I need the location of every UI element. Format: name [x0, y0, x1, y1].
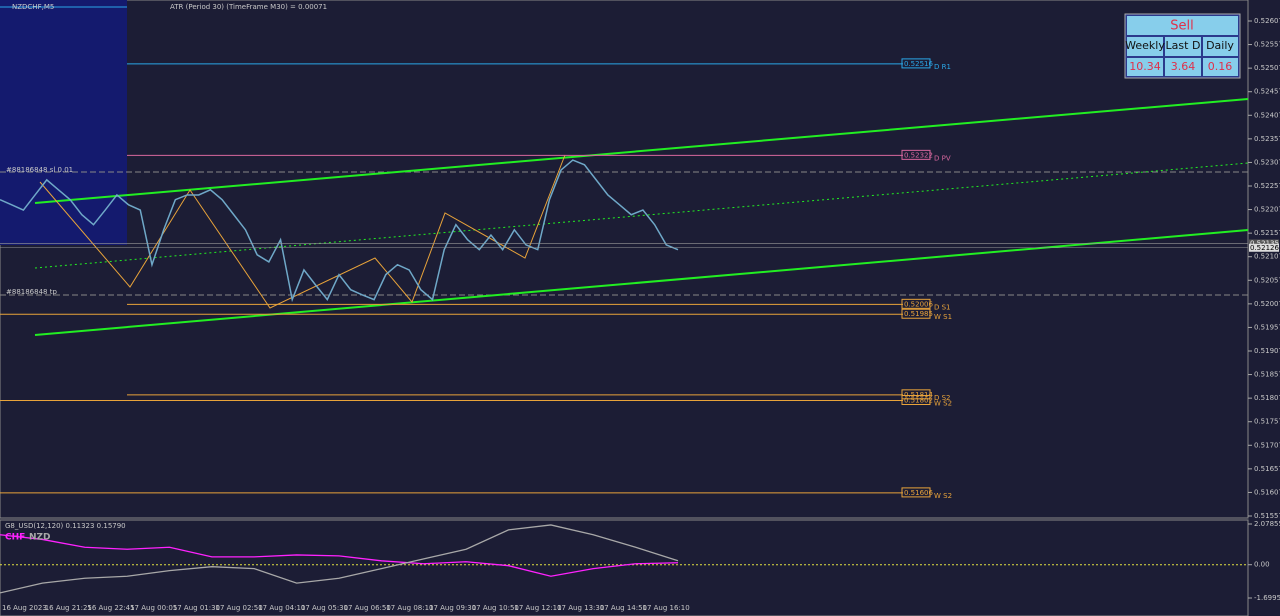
panel-value: 0.16: [1208, 60, 1233, 73]
indicator-window: [0, 519, 1249, 616]
pivot-value: 0.51606: [904, 489, 933, 497]
pivot-label: W S2: [934, 492, 952, 500]
legend-label: NZD: [29, 533, 51, 543]
atr-label: ATR (Period 30) (TimeFrame M30) = 0.0007…: [170, 3, 327, 11]
price-tag-label: 0.52135: [1250, 240, 1279, 248]
x-tick-label: 17 Aug 12:10: [514, 604, 561, 612]
x-tick-label: 17 Aug 10:50: [472, 604, 519, 612]
y-tick-label: 0.51607: [1254, 488, 1280, 496]
channel-upper: [34, 98, 1249, 204]
x-tick-label: 17 Aug 13:30: [557, 604, 604, 612]
osc-tick-label: 2.07855: [1254, 520, 1280, 528]
y-tick-label: 0.51657: [1254, 465, 1280, 473]
y-tick-label: 0.52457: [1254, 88, 1280, 96]
y-tick-label: 0.51907: [1254, 347, 1280, 355]
y-tick-label: 0.52307: [1254, 158, 1280, 166]
x-tick-label: 17 Aug 01:30: [173, 604, 220, 612]
panel-header: Weekly: [1125, 39, 1165, 52]
y-tick-label: 0.51857: [1254, 371, 1280, 379]
x-tick-label: 17 Aug 02:50: [216, 604, 263, 612]
x-tick-label: 17 Aug 06:50: [344, 604, 391, 612]
pivot-value: 0.52516: [904, 60, 933, 68]
panel-cell: [1127, 58, 1163, 76]
panel-value: 3.64: [1171, 60, 1196, 73]
price-line: [0, 159, 679, 303]
x-tick-label: 17 Aug 05:30: [301, 604, 348, 612]
x-tick-label: 16 Aug 2023: [2, 604, 47, 612]
panel-cell: [1203, 58, 1238, 76]
y-tick-label: 0.51957: [1254, 323, 1280, 331]
pivot-label: D S1: [934, 303, 951, 311]
panel-cell: [1203, 37, 1238, 56]
osc-tick-label: -1.69954: [1254, 594, 1280, 602]
y-tick-label: 0.52107: [1254, 253, 1280, 261]
y-tick-label: 0.51807: [1254, 394, 1280, 402]
y-tick-label: 0.52207: [1254, 206, 1280, 214]
pivot-value: 0.51802: [904, 397, 933, 405]
pivot-label: D S2: [934, 394, 951, 402]
panel-value: 10.34: [1129, 60, 1161, 73]
price-tag-label: 0.52126: [1250, 244, 1279, 252]
y-tick-label: 0.51757: [1254, 418, 1280, 426]
pivot-tag: [901, 58, 931, 69]
x-tick-label: 17 Aug 00:05: [130, 604, 177, 612]
panel-title: Sell: [1170, 19, 1193, 34]
panel-header: Daily: [1206, 39, 1234, 52]
panel-cell: [1127, 37, 1163, 56]
pivot-label: W S1: [934, 313, 952, 321]
y-tick-label: 0.52357: [1254, 135, 1280, 143]
price-tag: [1249, 243, 1279, 252]
osc-line: [0, 534, 679, 577]
x-tick-label: 16 Aug 21:25: [45, 604, 92, 612]
pivot-value: 0.52322: [904, 151, 933, 159]
y-tick-label: 0.52157: [1254, 229, 1280, 237]
pivot-value: 0.51985: [904, 310, 933, 318]
y-tick-label: 0.52607: [1254, 17, 1280, 25]
symbol-label: NZDCHF,M5: [12, 3, 54, 11]
panel-header: Last D: [1166, 39, 1201, 52]
atr-box: [0, 0, 127, 245]
y-tick-label: 0.52407: [1254, 111, 1280, 119]
legend-label: CHF: [5, 533, 25, 543]
pivot-tag: [901, 487, 931, 498]
panel-cell: [1165, 58, 1201, 76]
signal-panel: Sell Weekly Last D Daily 10.34 3.64 0.16: [1124, 13, 1241, 79]
pivot-tag: [901, 308, 931, 319]
tp-label: #88186848 tp: [6, 288, 57, 296]
pivot-value: 0.51814: [904, 391, 933, 399]
y-tick-label: 0.52557: [1254, 41, 1280, 49]
price-tag: [1249, 239, 1279, 248]
sl-label: #88186848 sl 0.01: [6, 166, 73, 174]
pivot-value: 0.52006: [904, 300, 933, 308]
pivot-tag: [901, 298, 931, 309]
osc-line: [0, 524, 679, 594]
pivot-label: D PV: [934, 154, 951, 162]
osc-tick-label: 0.00: [1254, 561, 1270, 569]
x-tick-label: 16 Aug 22:45: [87, 604, 134, 612]
x-tick-label: 17 Aug 08:10: [386, 604, 433, 612]
y-tick-label: 0.52507: [1254, 64, 1280, 72]
x-tick-label: 17 Aug 09:30: [429, 604, 476, 612]
pivot-label: W S2: [934, 400, 952, 408]
pivot-tag: [901, 389, 931, 400]
x-tick-label: 17 Aug 16:10: [643, 604, 690, 612]
panel-title-bg: [1127, 16, 1238, 35]
y-tick-label: 0.51707: [1254, 441, 1280, 449]
main-window: [0, 0, 1249, 519]
pivot-tag: [901, 395, 931, 405]
pivot-label: D R1: [934, 63, 951, 71]
panel-cell: [1165, 37, 1201, 56]
x-tick-label: 17 Aug 04:10: [258, 604, 305, 612]
oscillator-title: G8_USD(12,120) 0.11323 0.15790: [5, 522, 126, 530]
y-tick-label: 0.51557: [1254, 512, 1280, 520]
y-tick-label: 0.52257: [1254, 182, 1280, 190]
x-tick-label: 17 Aug 14:50: [600, 604, 647, 612]
y-tick-label: 0.52057: [1254, 276, 1280, 284]
y-tick-label: 0.52007: [1254, 300, 1280, 308]
pivot-tag: [901, 149, 931, 160]
